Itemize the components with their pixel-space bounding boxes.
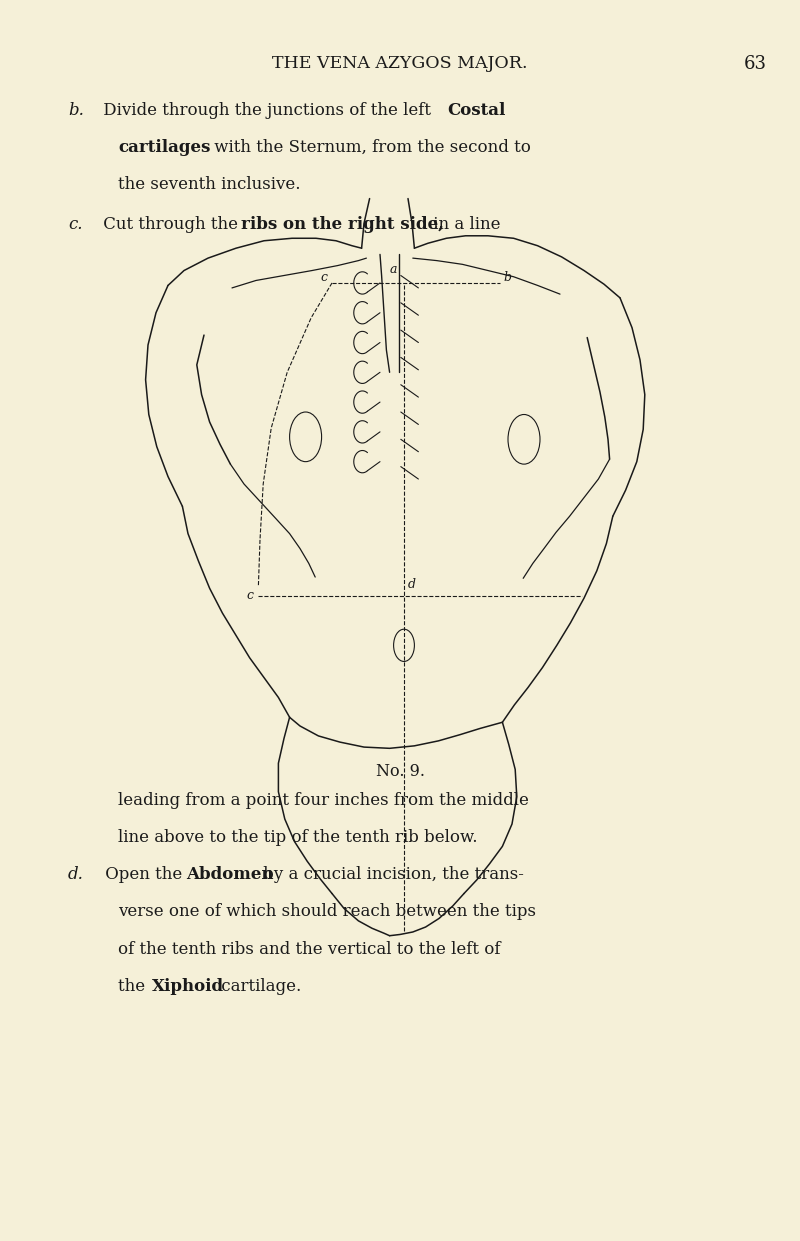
Text: b: b — [503, 272, 511, 284]
Text: Cut through the: Cut through the — [98, 216, 244, 233]
Text: in a line: in a line — [428, 216, 501, 233]
Text: No. 9.: No. 9. — [375, 763, 425, 781]
Text: verse one of which should reach between the tips: verse one of which should reach between … — [118, 903, 536, 921]
Text: d: d — [408, 578, 416, 591]
Text: Divide through the junctions of the left: Divide through the junctions of the left — [98, 102, 437, 119]
Text: b.: b. — [68, 102, 84, 119]
Text: a: a — [390, 263, 398, 276]
Text: the: the — [118, 978, 150, 995]
Text: c: c — [246, 589, 254, 602]
Text: ribs on the right side,: ribs on the right side, — [241, 216, 444, 233]
Text: the seventh inclusive.: the seventh inclusive. — [118, 176, 301, 194]
Text: cartilage.: cartilage. — [216, 978, 302, 995]
Text: 63: 63 — [744, 56, 767, 73]
Text: Open the: Open the — [100, 866, 187, 884]
Text: of the tenth ribs and the vertical to the left of: of the tenth ribs and the vertical to th… — [118, 941, 501, 958]
Text: Xiphoid: Xiphoid — [152, 978, 224, 995]
Text: cartilages: cartilages — [118, 139, 210, 156]
Text: Costal: Costal — [447, 102, 506, 119]
Text: c.: c. — [68, 216, 82, 233]
Text: with the Sternum, from the second to: with the Sternum, from the second to — [209, 139, 530, 156]
Text: Abdomen: Abdomen — [186, 866, 274, 884]
Text: leading from a point four inches from the middle: leading from a point four inches from th… — [118, 792, 530, 809]
Text: by a crucial incision, the trans-: by a crucial incision, the trans- — [258, 866, 524, 884]
Text: line above to the tip of the tenth rib below.: line above to the tip of the tenth rib b… — [118, 829, 478, 846]
Text: c: c — [320, 272, 327, 284]
Text: d.: d. — [68, 866, 84, 884]
Text: THE VENA AZYGOS MAJOR.: THE VENA AZYGOS MAJOR. — [272, 56, 528, 72]
